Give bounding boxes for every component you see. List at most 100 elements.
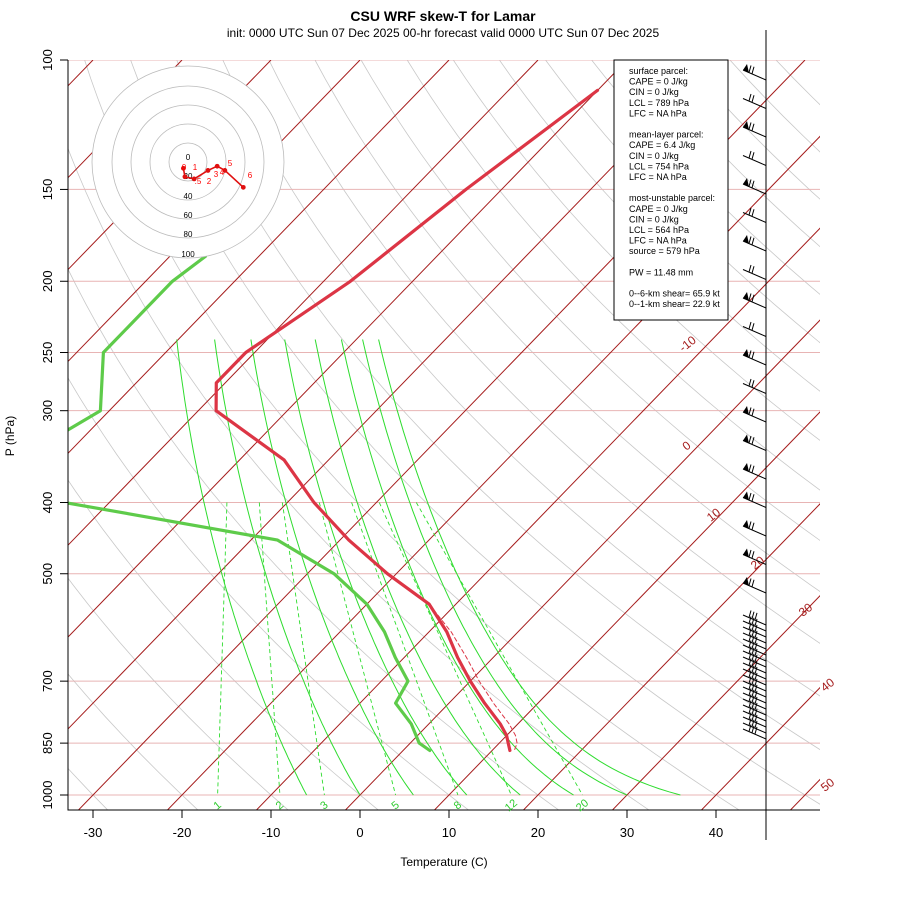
hodograph-ring-label: 20 — [184, 172, 193, 181]
wind-barb — [742, 264, 767, 280]
y-tick-label: 300 — [40, 400, 55, 422]
wind-barb-feather — [748, 264, 752, 273]
wind-barb-feather — [751, 380, 755, 388]
moist-adiabat — [250, 339, 414, 796]
x-tick-label: 30 — [620, 825, 634, 840]
y-axis-label: P (hPa) — [3, 416, 17, 456]
wind-barb-feather — [748, 658, 752, 666]
wind-barb — [742, 682, 767, 698]
isotherm — [68, 60, 717, 730]
wind-barb — [742, 349, 767, 366]
wind-barb-feather — [754, 636, 758, 645]
isotherm — [255, 227, 820, 810]
parcel-info-line: source = 579 hPa — [629, 246, 700, 256]
wind-barb-feather — [751, 294, 755, 302]
isotherm — [68, 60, 450, 455]
wind-barb-pennant — [743, 520, 749, 529]
x-tick-label: -20 — [173, 825, 192, 840]
wind-barb-shaft — [742, 686, 767, 698]
dry-adiabat — [68, 377, 470, 810]
wind-barb — [742, 548, 767, 565]
chart-title: CSU WRF skew-T for Lamar — [350, 8, 536, 24]
y-tick-label: 700 — [40, 670, 55, 692]
parcel-info-line: most-unstable parcel: — [629, 193, 715, 203]
hodograph-ring-label: 0 — [186, 153, 191, 162]
wind-barb-feather — [748, 464, 752, 472]
wind-barb-shaft — [742, 620, 767, 632]
wind-barb-feather — [754, 720, 758, 729]
isotherm-label: 20 — [748, 553, 767, 572]
isotherm — [68, 60, 539, 546]
wind-barb-shaft — [742, 632, 767, 644]
dry-adiabat — [499, 60, 820, 392]
wind-barb-feather — [748, 676, 752, 684]
x-tick-label: 0 — [356, 825, 363, 840]
moist-adiabat — [284, 339, 468, 796]
moist-adiabat — [214, 339, 361, 796]
wind-barb-feather — [751, 641, 755, 649]
hodograph-point — [222, 168, 228, 173]
wind-barb-shaft — [742, 614, 767, 626]
wind-barb — [742, 652, 767, 668]
isotherm — [522, 503, 820, 810]
wind-barb-feather — [751, 266, 755, 274]
wind-barb-feather — [751, 611, 755, 619]
wind-barb-feather — [754, 624, 758, 633]
isotherm — [700, 686, 820, 810]
parcel-info-line: CAPE = 0 J/kg — [629, 204, 688, 214]
hodograph-ring — [168, 142, 208, 182]
isotherm-label: 0 — [680, 438, 694, 453]
wind-barb-feather — [751, 725, 755, 733]
wind-barb-shaft — [742, 710, 767, 722]
wind-barb-feather — [751, 237, 755, 245]
wind-barb-feather — [748, 122, 752, 130]
wind-barb — [742, 676, 767, 692]
wind-barb-pennant — [743, 491, 749, 501]
wind-barb-feather — [754, 678, 758, 687]
wind-barb-feather — [751, 671, 755, 679]
x-tick-label: -10 — [262, 825, 281, 840]
wind-barb-shaft — [742, 704, 767, 716]
wind-barb-feather — [751, 351, 755, 359]
wind-barb-feather — [748, 634, 752, 642]
wind-barb — [742, 491, 767, 508]
wind-barb-feather — [751, 522, 755, 530]
wind-barb-shaft — [742, 680, 767, 692]
y-tick-label: 500 — [40, 563, 55, 585]
wind-barb-feather — [751, 629, 755, 637]
parcel-info-box: surface parcel: CAPE = 0 J/kg CIN = 0 J/kg… — [613, 59, 729, 321]
wind-barb-feather — [748, 724, 752, 732]
mixing-ratio-line — [258, 502, 281, 796]
wind-barb — [742, 688, 767, 704]
wind-barb-feather — [748, 700, 752, 708]
wind-barb-feather — [754, 714, 758, 723]
wind-barb-pennant — [743, 434, 749, 444]
wind-barb-feather — [754, 654, 758, 663]
hodograph-height-label: 1 — [193, 163, 198, 172]
wind-barb-pennant — [743, 121, 749, 130]
wind-barb-feather — [751, 689, 755, 697]
wind-barb — [742, 712, 767, 728]
wind-barb-feather — [754, 666, 758, 675]
wind-barb-feather — [751, 465, 755, 473]
wind-barb-shaft — [742, 692, 767, 704]
wind-barb-pennant — [743, 577, 749, 586]
wind-barbs — [742, 64, 767, 740]
dry-adiabat — [68, 147, 650, 810]
wind-barb — [742, 670, 767, 686]
mixing-ratio-line — [378, 502, 512, 796]
wind-barb-feather — [751, 617, 755, 625]
wind-barb-shaft — [742, 644, 767, 656]
wind-barb-shaft — [742, 674, 767, 686]
parcel-info-line: LFC = NA hPa — [629, 108, 687, 118]
isotherm — [68, 60, 628, 638]
hodograph-point — [182, 174, 188, 180]
wind-barb-feather — [751, 653, 755, 661]
wind-barb-feather — [748, 378, 752, 387]
wind-barb-feather — [748, 712, 752, 720]
moist-adiabat — [314, 339, 521, 796]
virtual-temperature-line — [428, 603, 518, 751]
wind-barb-feather — [754, 702, 758, 711]
x-tick-label: 20 — [531, 825, 545, 840]
wind-barb-feather — [754, 672, 758, 681]
